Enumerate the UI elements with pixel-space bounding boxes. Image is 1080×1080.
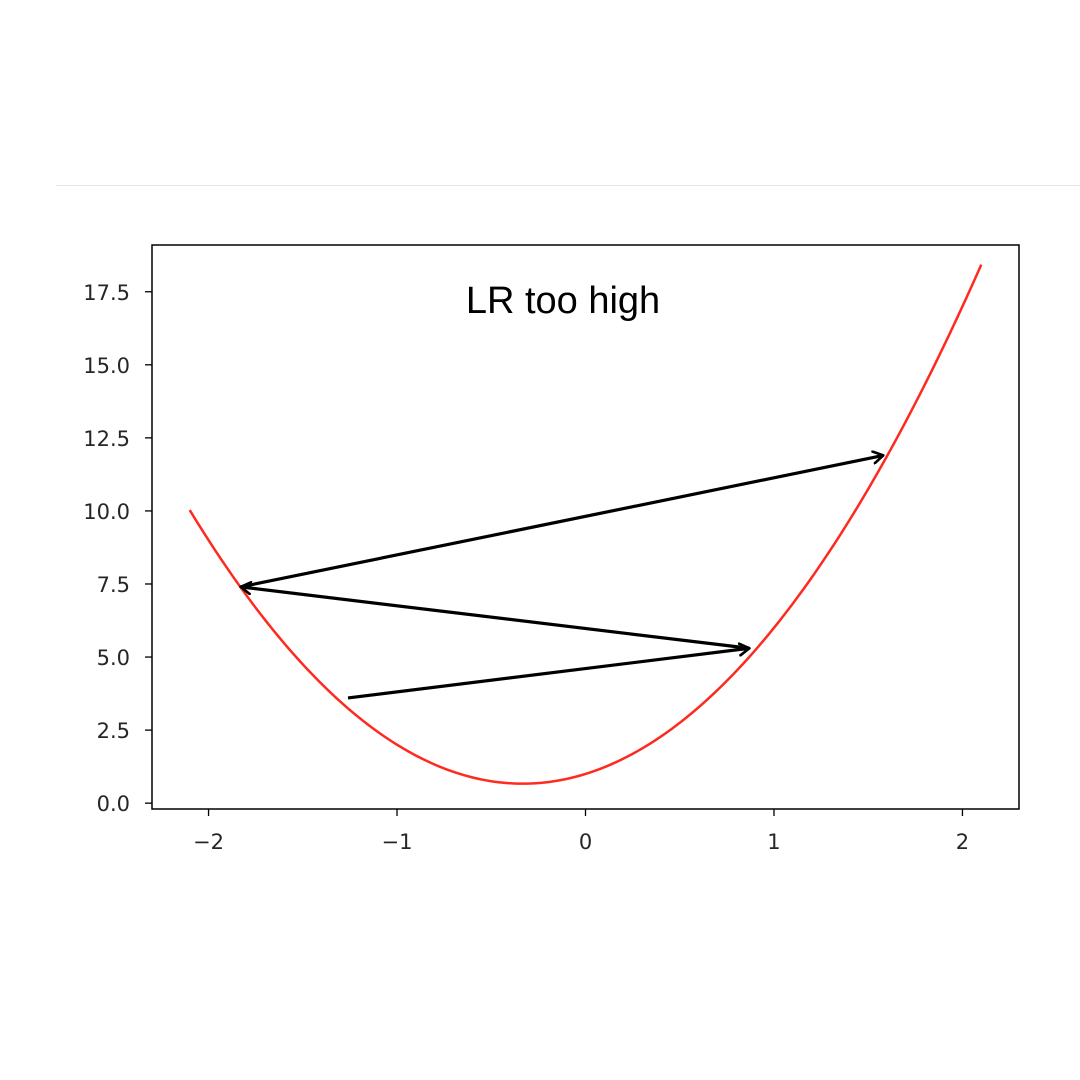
y-tick-label: 10.0 [83,500,130,524]
y-tick-label: 7.5 [97,573,130,597]
y-tick-label: 2.5 [97,719,130,743]
x-tick-label: −2 [193,830,224,854]
y-tick-label: 12.5 [83,427,130,451]
step-arrow [241,587,750,650]
x-tick-label: 0 [579,830,592,854]
annotation-text: LR too high [466,280,660,322]
x-tick-label: 1 [767,830,780,854]
x-tick-label: 2 [956,830,969,854]
x-tick-label: −1 [382,830,413,854]
x-axis: −2 −1 0 1 2 [193,809,969,854]
loss-curve [188,264,983,785]
step-arrow [347,648,749,700]
top-divider [56,185,1080,186]
y-tick-label: 15.0 [83,354,130,378]
y-tick-label: 5.0 [97,646,130,670]
y-tick-label: 0.0 [97,792,130,816]
y-tick-label: 17.5 [83,281,130,305]
y-axis: 0.0 2.5 5.0 7.5 10.0 12.5 15.0 17.5 [83,281,152,816]
gradient-steps [240,455,884,700]
step-arrow [240,455,884,589]
plot-frame [151,244,1020,810]
